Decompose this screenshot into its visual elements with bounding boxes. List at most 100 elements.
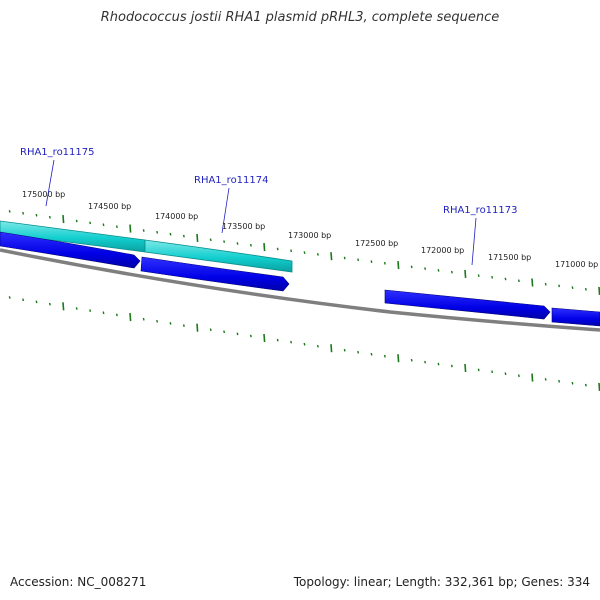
minor-tick bbox=[115, 313, 118, 317]
sequence-backbone bbox=[0, 248, 600, 332]
major-tick bbox=[196, 233, 199, 242]
topology-summary: Topology: linear; Length: 332,361 bp; Ge… bbox=[293, 575, 590, 589]
accession-text: Accession: NC_008271 bbox=[10, 575, 147, 589]
gene-label: RHA1_ro11174 bbox=[194, 175, 269, 186]
gene-label-leader bbox=[45, 159, 55, 207]
tick-label: 171500 bp bbox=[488, 253, 531, 262]
minor-tick bbox=[156, 319, 159, 323]
minor-tick bbox=[142, 229, 145, 232]
minor-tick bbox=[276, 247, 279, 251]
major-tick bbox=[263, 243, 266, 252]
map-title: Rhodococcus jostii RHA1 plasmid pRHL3, c… bbox=[100, 10, 500, 25]
minor-tick bbox=[236, 332, 239, 336]
major-tick bbox=[196, 323, 199, 332]
gene-label-leader bbox=[471, 217, 477, 266]
minor-tick bbox=[290, 340, 293, 344]
major-tick bbox=[397, 261, 400, 270]
minor-tick bbox=[504, 372, 507, 376]
minor-tick bbox=[276, 338, 279, 342]
minor-tick bbox=[236, 242, 239, 245]
minor-tick bbox=[477, 368, 480, 372]
minor-tick bbox=[343, 256, 346, 260]
tick-label: 171000 bp bbox=[555, 260, 598, 269]
minor-tick bbox=[75, 219, 78, 223]
cds-arrow-2 bbox=[140, 256, 290, 292]
cds-arrow-1 bbox=[0, 231, 141, 269]
minor-tick bbox=[48, 302, 51, 306]
major-tick bbox=[62, 215, 65, 224]
cds-arrow-3 bbox=[384, 289, 551, 320]
minor-tick bbox=[517, 279, 520, 283]
minor-tick bbox=[450, 270, 453, 274]
minor-tick bbox=[491, 370, 494, 374]
minor-tick bbox=[89, 221, 92, 225]
minor-tick bbox=[156, 230, 159, 234]
major-tick bbox=[531, 278, 534, 287]
cds-features bbox=[0, 231, 600, 327]
minor-tick bbox=[182, 234, 185, 238]
minor-tick bbox=[584, 287, 587, 291]
major-tick bbox=[129, 313, 132, 322]
minor-tick bbox=[209, 328, 212, 332]
minor-tick bbox=[357, 258, 360, 262]
major-tick bbox=[397, 354, 400, 363]
tick-label: 174500 bp bbox=[88, 202, 131, 211]
minor-tick bbox=[517, 374, 520, 378]
minor-tick bbox=[249, 334, 252, 338]
outer-tick-track bbox=[8, 210, 600, 295]
minor-tick bbox=[169, 232, 172, 236]
tick-label: 173500 bp bbox=[222, 222, 265, 231]
minor-tick bbox=[571, 286, 574, 289]
major-tick bbox=[330, 344, 333, 353]
minor-tick bbox=[504, 277, 507, 281]
minor-tick bbox=[115, 225, 118, 229]
minor-tick bbox=[558, 284, 561, 288]
minor-tick bbox=[450, 364, 453, 368]
minor-tick bbox=[102, 311, 105, 315]
minor-tick bbox=[383, 354, 386, 358]
minor-tick bbox=[544, 282, 547, 286]
tick-label: 172500 bp bbox=[355, 239, 398, 248]
minor-tick bbox=[142, 317, 145, 321]
minor-tick bbox=[182, 324, 185, 327]
gene-feature-2 bbox=[144, 239, 293, 273]
minor-tick bbox=[477, 274, 480, 277]
minor-tick bbox=[584, 383, 587, 387]
minor-tick bbox=[35, 300, 38, 304]
minor-tick bbox=[303, 251, 306, 254]
inner-tick-track bbox=[8, 296, 600, 391]
minor-tick bbox=[22, 298, 25, 302]
minor-tick bbox=[491, 275, 494, 279]
tick-label: 174000 bp bbox=[155, 212, 198, 221]
minor-tick bbox=[383, 261, 386, 265]
major-tick bbox=[62, 302, 65, 311]
minor-tick bbox=[303, 342, 306, 346]
minor-tick bbox=[544, 378, 547, 381]
cds-arrow-4 bbox=[551, 307, 600, 327]
gene-label-leaders bbox=[45, 159, 477, 266]
minor-tick bbox=[290, 249, 293, 253]
minor-tick bbox=[75, 307, 78, 310]
minor-tick bbox=[410, 265, 413, 269]
tick-labels: 175000 bp 174500 bp 174000 bp 173500 bp … bbox=[22, 190, 598, 269]
minor-tick bbox=[48, 215, 51, 219]
minor-tick bbox=[8, 296, 11, 299]
gene-labels: RHA1_ro11175 RHA1_ro11174 RHA1_ro11173 bbox=[20, 147, 518, 216]
tick-label: 172000 bp bbox=[421, 246, 464, 255]
minor-tick bbox=[89, 309, 92, 312]
minor-tick bbox=[437, 269, 440, 272]
gene-label-leader bbox=[221, 187, 230, 234]
major-tick bbox=[464, 363, 467, 373]
tick-label: 175000 bp bbox=[22, 190, 65, 199]
minor-tick bbox=[223, 240, 226, 243]
minor-tick bbox=[8, 210, 11, 213]
minor-tick bbox=[370, 352, 373, 356]
major-tick bbox=[129, 224, 132, 233]
minor-tick bbox=[35, 213, 38, 217]
major-tick bbox=[263, 333, 266, 343]
minor-tick bbox=[424, 360, 427, 364]
major-tick bbox=[531, 373, 534, 382]
minor-tick bbox=[571, 381, 574, 385]
